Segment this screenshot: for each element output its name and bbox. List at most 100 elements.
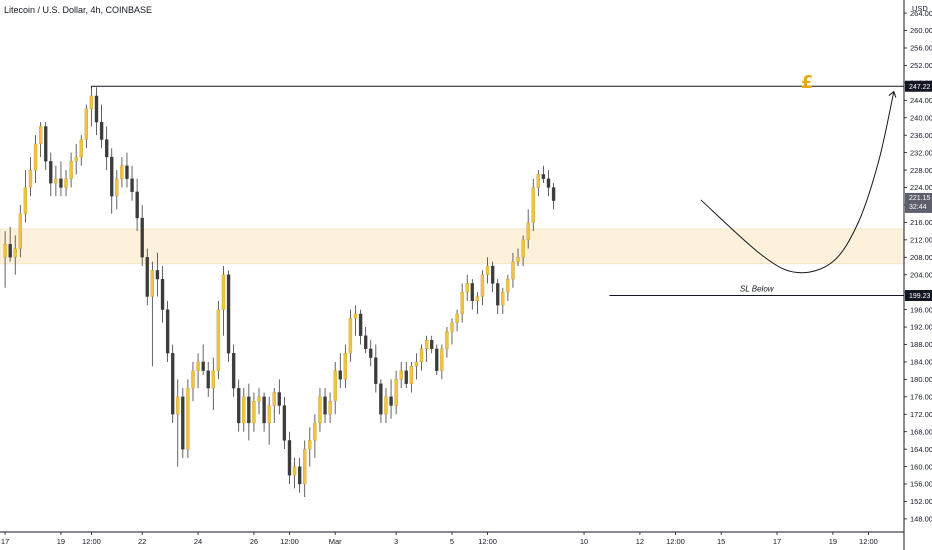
candle-body — [221, 274, 226, 310]
candle — [99, 104, 104, 149]
candle-body — [160, 278, 165, 310]
candle — [358, 309, 363, 345]
candle-body — [419, 348, 424, 363]
candle — [130, 165, 134, 201]
candle-body — [414, 361, 419, 367]
time-tick-label: 12:00 — [280, 537, 299, 546]
candle — [33, 135, 38, 184]
pound-symbol: £ — [801, 72, 814, 93]
price-tick-label: 224.00 — [910, 183, 932, 192]
stop-price-badge: 199.23 — [905, 290, 932, 302]
price-tick-label: 192.00 — [910, 323, 932, 332]
candle — [455, 309, 459, 332]
candles-layer — [3, 87, 556, 498]
candle-body — [140, 217, 144, 258]
candle-body — [94, 95, 99, 123]
resistance-price: 247.22 — [909, 84, 931, 91]
candle — [54, 165, 58, 197]
price-tick-label: 260.00 — [910, 26, 932, 35]
candle-body — [440, 348, 444, 371]
candle — [297, 457, 302, 493]
candle — [526, 209, 530, 249]
candle-body — [460, 292, 464, 315]
candle-body — [165, 309, 170, 354]
candle — [221, 266, 226, 336]
candle-body — [252, 401, 256, 424]
candle — [313, 414, 317, 458]
candle — [419, 344, 424, 371]
price-tick-label: 256.00 — [910, 44, 932, 53]
candle-body — [272, 392, 276, 406]
candle — [440, 344, 444, 380]
candle — [551, 183, 556, 210]
candle — [424, 335, 429, 362]
candle-body — [110, 156, 114, 197]
candle — [409, 361, 414, 393]
price-tick-label: 156.00 — [910, 480, 932, 489]
candle-body — [475, 296, 480, 302]
price-tick-label: 196.00 — [910, 305, 932, 314]
time-axis: 17 19 12:00 22 24 26 12:00 Mar 3 5 12:00 10 12 12:00 1… — [1, 532, 878, 546]
candle-body — [313, 422, 317, 441]
candle-body — [328, 401, 332, 415]
candle — [165, 300, 170, 362]
price-tick-label: 164.00 — [910, 445, 932, 454]
candle — [318, 388, 322, 432]
candle — [536, 170, 541, 197]
candle — [435, 344, 439, 376]
candle-body — [64, 178, 68, 188]
candle-body — [455, 313, 459, 323]
candle-body — [13, 248, 17, 258]
candle — [328, 392, 332, 423]
candle-body — [262, 396, 266, 424]
candle-body — [186, 387, 190, 450]
time-tick-label: 24 — [194, 537, 202, 546]
candle — [546, 170, 551, 197]
candle-body — [33, 143, 38, 171]
candle — [323, 388, 327, 423]
candle — [272, 388, 276, 423]
candle — [521, 235, 525, 266]
candle — [125, 152, 129, 188]
current-price: 221.15 — [909, 195, 931, 202]
candle-body — [374, 357, 378, 384]
candle-body — [69, 161, 73, 179]
candle-body — [506, 278, 510, 293]
candle — [49, 152, 53, 197]
candle-body — [363, 335, 368, 350]
candle — [333, 361, 337, 415]
chart-title: Litecoin / U.S. Dollar, 4h, COINBASE — [4, 5, 152, 15]
candle — [171, 344, 175, 423]
candle-body — [485, 265, 490, 275]
candle-body — [171, 353, 175, 415]
candle-body — [521, 239, 525, 258]
candle-body — [3, 244, 7, 258]
candle — [38, 122, 43, 157]
candle-body — [490, 265, 495, 284]
time-tick-label: 12:00 — [478, 537, 497, 546]
candle — [282, 396, 287, 450]
candle — [64, 170, 68, 197]
candle — [150, 261, 155, 367]
time-tick-label: Mar — [329, 537, 342, 546]
candle — [18, 204, 22, 258]
candle — [516, 248, 520, 266]
candle — [186, 379, 190, 458]
candle — [110, 148, 114, 214]
candle — [369, 340, 373, 367]
candle-body — [333, 370, 337, 402]
candle-body — [18, 213, 22, 249]
price-tick-label: 252.00 — [910, 61, 932, 70]
candle-body — [531, 187, 535, 223]
price-tick-label: 216.00 — [910, 218, 932, 227]
candle-body — [130, 178, 134, 193]
candle — [292, 457, 297, 489]
time-tick-label: 3 — [394, 537, 398, 546]
candle — [414, 353, 419, 380]
candle — [28, 156, 33, 197]
candle-body — [409, 366, 414, 384]
time-tick-label: 15 — [717, 537, 725, 546]
time-tick-label: 12:00 — [82, 537, 101, 546]
candle-body — [551, 187, 556, 201]
candle-body — [292, 466, 297, 476]
